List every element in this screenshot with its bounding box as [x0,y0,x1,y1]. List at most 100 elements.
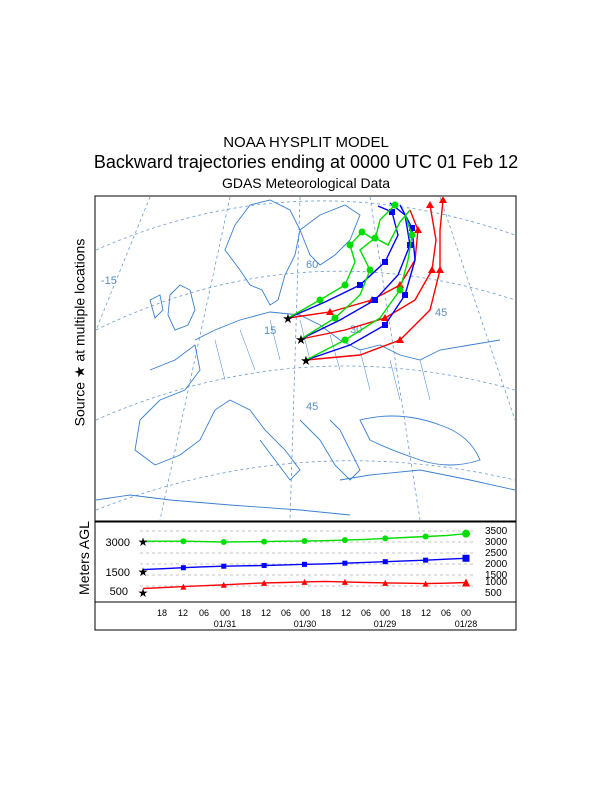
trajectory-marker [408,231,416,239]
trajectory-marker [381,314,389,321]
trajectory-subtitle: Backward trajectories ending at 0000 UTC… [93,152,519,172]
source-star-icon: ★ [295,333,307,348]
scale-label: 3000 [485,537,508,548]
height-series-marker [301,538,308,545]
trajectory-marker [326,308,334,315]
height-series-marker [301,578,308,585]
scale-label: 3500 [485,526,508,537]
scandinavia-coast [224,199,301,306]
trajectory-marker [371,234,379,242]
trajectory-marker [372,297,378,303]
longitude-line [159,197,231,520]
time-tick: 12 [178,608,188,618]
height-series-marker [220,581,227,588]
trajectory-line [300,204,437,340]
time-tick: 12 [421,608,431,618]
trajectory-marker [358,228,366,236]
trajectory-markers-500m [326,197,447,343]
trajectory-marker [402,292,408,298]
height-series-marker [462,529,470,538]
height-series-marker [341,537,348,544]
grid-label: 15 [264,325,276,337]
height-series-marker [261,579,268,586]
trajectory-marker [389,209,395,215]
time-tick: 00 [380,608,390,618]
height-series-marker [423,557,429,563]
trajectory-marker [414,226,422,233]
finland-coast [299,204,361,266]
height-series-marker [180,583,187,590]
source-star-icon: ★ [300,354,312,369]
britain-coast [167,284,196,331]
trajectory-line [300,209,411,340]
trajectory-marker [428,266,436,273]
trajectory-marker [382,322,388,328]
height-series-marker [261,562,267,568]
height-series-marker [220,539,227,545]
height-series-marker [221,563,227,569]
height-series-marker [342,560,348,566]
trajectory-marker [341,281,349,289]
trajectory-marker [396,336,404,343]
height-series-marker [261,538,268,545]
map-frame [94,195,517,522]
trajectory-marker [346,241,354,249]
time-axis: 18 12 06 00 18 12 06 00 18 12 06 00 18 1… [157,608,477,629]
trajectory-marker [382,259,388,265]
grid-label: 45 [306,401,318,413]
height-plot [142,529,470,590]
trajectory-marker [391,201,399,209]
africa-coast [96,494,351,516]
trajectory-marker [396,286,404,294]
balkans-coast [299,419,361,481]
height-start-star-icon: ★ [138,535,149,549]
date-label: 01/28 [455,619,478,629]
grid-label: 45 [435,307,447,319]
trajectory-markers-3000m [316,201,416,344]
scale-label: 1500 [485,570,508,581]
height-series-marker [180,565,186,571]
time-tick: 12 [341,608,351,618]
time-axis-frame [94,601,517,631]
height-series-marker [422,580,429,587]
height-series-marker [341,578,348,585]
time-tick: 00 [461,608,471,618]
time-tick: 06 [361,608,371,618]
turkey-coast [339,469,515,491]
time-tick: 06 [441,608,451,618]
scale-label: 1000 [485,577,508,588]
trajectory-marker [341,336,349,344]
date-label: 01/29 [374,619,397,629]
scale-label: 2000 [485,559,508,570]
time-tick: 12 [261,608,271,618]
italy-coast [229,399,301,481]
height-start-star-icon: ★ [138,565,149,579]
trajectory-marker [331,314,339,322]
scale-label: 2500 [485,548,508,559]
time-tick: 06 [199,608,209,618]
trajectory-marker [436,266,444,273]
model-title: NOAA HYSPLIT MODEL [223,134,389,151]
time-tick: 18 [157,608,167,618]
height-label: 3000 [106,537,130,549]
height-series-marker [302,561,307,567]
height-series-marker [462,554,470,562]
height-label: 500 [110,586,128,598]
height-series-marker [382,579,389,586]
height-series-marker [180,538,187,545]
height-label: 1500 [106,567,130,579]
time-tick: 18 [401,608,411,618]
national-borders [214,319,431,401]
date-label: 01/30 [294,619,317,629]
trajectory-marker [396,281,404,288]
height-start-star-icon: ★ [138,586,149,600]
source-star-icon: ★ [282,312,294,327]
trajectory-line [305,199,444,361]
latitude-line [96,460,515,511]
height-series-marker [422,533,429,540]
date-label: 01/31 [214,619,237,629]
time-tick: 00 [300,608,310,618]
grid-label: 60 [306,259,318,271]
iberia-coast [134,344,231,466]
